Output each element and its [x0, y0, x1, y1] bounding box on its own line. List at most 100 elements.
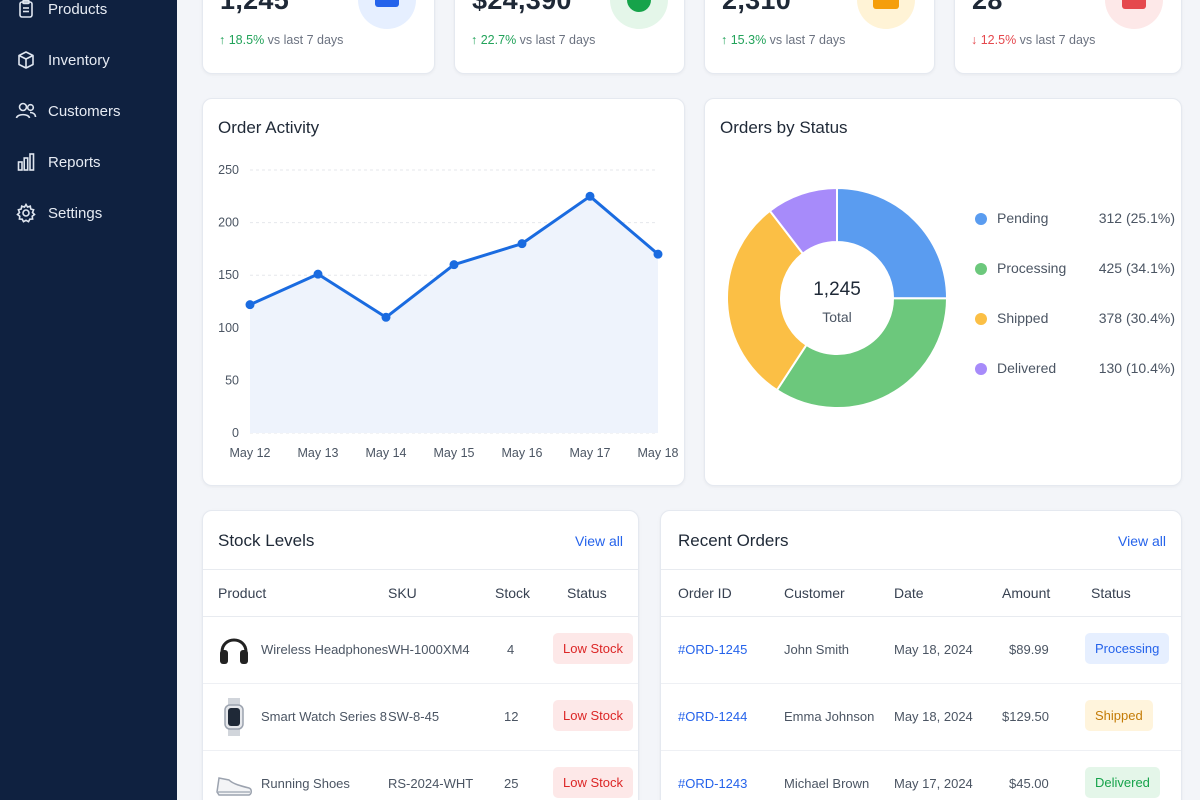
sidebar-item-label: Reports: [48, 153, 101, 171]
column-header: Order ID: [678, 585, 732, 601]
data-point[interactable]: [313, 269, 323, 279]
order-date: May 18, 2024: [894, 642, 973, 657]
x-tick-label: May 13: [298, 446, 339, 460]
order-customer: Emma Johnson: [784, 709, 875, 724]
product-name: Wireless Headphones: [261, 642, 389, 657]
card-title: Recent Orders: [678, 531, 789, 550]
status-badge: Low Stock: [553, 633, 633, 664]
y-tick-label: 100: [218, 321, 239, 335]
donut-total-label: Total: [822, 309, 852, 325]
order-date: May 18, 2024: [894, 709, 973, 724]
sidebar: Products Inventory Customers Reports Set…: [0, 0, 177, 800]
table-row[interactable]: #ORD-1245 John Smith May 18, 2024 $89.99…: [661, 617, 1181, 684]
kpi-change-suffix: vs last 7 days: [1019, 33, 1096, 47]
sidebar-item-products[interactable]: Products: [0, 0, 177, 29]
card-title: Orders by Status: [720, 118, 848, 137]
kpi-change: ↓ 12.5% vs last 7 days: [971, 33, 1095, 47]
bar-chart-icon: [15, 151, 37, 173]
donut-slice-pending[interactable]: [836, 186, 948, 300]
gear-icon: [15, 202, 37, 224]
box-icon: [15, 49, 37, 71]
order-amount: $89.99: [1009, 642, 1049, 657]
column-header: SKU: [388, 585, 417, 601]
table-header: Order ID Customer Date Amount Status: [661, 569, 1181, 617]
clipboard-icon: [15, 0, 37, 20]
kpi-value: 2,310: [722, 0, 792, 15]
kpi-value: $24,390: [472, 0, 572, 15]
data-point[interactable]: [245, 300, 255, 310]
data-point[interactable]: [517, 239, 527, 249]
kpi-change-percent: 18.5%: [228, 33, 265, 47]
order-id-link[interactable]: #ORD-1244: [678, 709, 748, 724]
product-stock: 12: [504, 709, 519, 724]
y-tick-label: 250: [218, 163, 239, 177]
sidebar-item-reports[interactable]: Reports: [0, 142, 177, 182]
card-title: Stock Levels: [218, 531, 315, 550]
table-row[interactable]: Smart Watch Series 8 SW-8-45 12 Low Stoc…: [203, 684, 638, 751]
product-name: Running Shoes: [261, 776, 350, 791]
headphones-icon: [218, 630, 250, 670]
legend-dot: [975, 263, 987, 275]
stock-levels-card: Stock Levels View all Product SKU Stock …: [202, 510, 639, 800]
sidebar-item-label: Inventory: [48, 51, 110, 69]
data-point[interactable]: [653, 249, 663, 259]
table-row[interactable]: #ORD-1244 Emma Johnson May 18, 2024 $129…: [661, 684, 1181, 751]
orders-view-all-link[interactable]: View all: [1118, 533, 1166, 549]
column-header: Amount: [1002, 585, 1051, 601]
package-icon: [857, 0, 915, 29]
kpi-value: 1,245: [220, 0, 290, 15]
x-tick-label: May 17: [570, 446, 611, 460]
kpi-change-suffix: vs last 7 days: [519, 33, 596, 47]
data-point[interactable]: [449, 260, 459, 270]
legend-dot: [975, 313, 987, 325]
order-id-link[interactable]: #ORD-1243: [678, 776, 748, 791]
table-header: Product SKU Stock Status: [203, 569, 638, 617]
arrow-up-icon: ↑: [721, 33, 728, 47]
x-tick-label: May 16: [502, 446, 543, 460]
x-tick-label: May 14: [366, 446, 407, 460]
sidebar-item-inventory[interactable]: Inventory: [0, 40, 177, 80]
table-row[interactable]: #ORD-1243 Michael Brown May 17, 2024 $45…: [661, 751, 1181, 800]
donut-slice-processing[interactable]: [775, 297, 949, 409]
order-date: May 17, 2024: [894, 776, 973, 791]
card-title: Order Activity: [218, 118, 320, 137]
table-row[interactable]: Running Shoes RS-2024-WHT 25 Low Stock: [203, 751, 638, 800]
product-stock: 4: [507, 642, 515, 657]
legend-value: 378 (30.4%): [1098, 310, 1175, 326]
legend-label: Processing: [997, 260, 1067, 276]
donut-slice-shipped[interactable]: [726, 209, 808, 392]
column-header: Customer: [784, 585, 845, 601]
x-tick-label: May 12: [230, 446, 271, 460]
kpi-card-units: 2,310 ↑ 15.3% vs last 7 days: [704, 0, 935, 74]
kpi-value: 28: [972, 0, 1003, 15]
watch-icon: [218, 697, 250, 737]
legend-item-shipped: Shipped 378 (30.4%): [975, 309, 1175, 329]
donut-slice-delivered[interactable]: [768, 186, 838, 256]
arrow-up-icon: ↑: [471, 33, 478, 47]
arrow-down-icon: ↓: [971, 33, 978, 47]
table-row[interactable]: Wireless Headphones WH-1000XM4 4 Low Sto…: [203, 617, 638, 684]
order-amount: $45.00: [1009, 776, 1049, 791]
sidebar-item-settings[interactable]: Settings: [0, 193, 177, 233]
sidebar-item-customers[interactable]: Customers: [0, 91, 177, 131]
order-amount: $129.50: [1002, 709, 1049, 724]
legend-item-pending: Pending 312 (25.1%): [975, 209, 1175, 229]
stock-view-all-link[interactable]: View all: [575, 533, 623, 549]
kpi-change-percent: 15.3%: [730, 33, 767, 47]
legend-item-processing: Processing 425 (34.1%): [975, 259, 1175, 279]
order-id-link[interactable]: #ORD-1245: [678, 642, 748, 657]
order-activity-card: Order Activity 0 50 100 150 200 250 May 12 May …: [202, 98, 685, 486]
users-icon: [15, 100, 37, 122]
kpi-change: ↑ 22.7% vs last 7 days: [471, 33, 595, 47]
data-point[interactable]: [381, 312, 391, 322]
legend-label: Shipped: [997, 310, 1049, 326]
kpi-change: ↑ 18.5% vs last 7 days: [219, 33, 343, 47]
product-sku: WH-1000XM4: [388, 642, 470, 657]
data-point[interactable]: [585, 191, 595, 201]
sidebar-item-label: Customers: [48, 102, 121, 120]
column-header: Status: [1091, 585, 1131, 601]
legend-label: Pending: [997, 210, 1049, 226]
product-stock: 25: [504, 776, 519, 791]
y-tick-label: 50: [225, 373, 239, 387]
orders-donut-chart: [726, 186, 949, 409]
